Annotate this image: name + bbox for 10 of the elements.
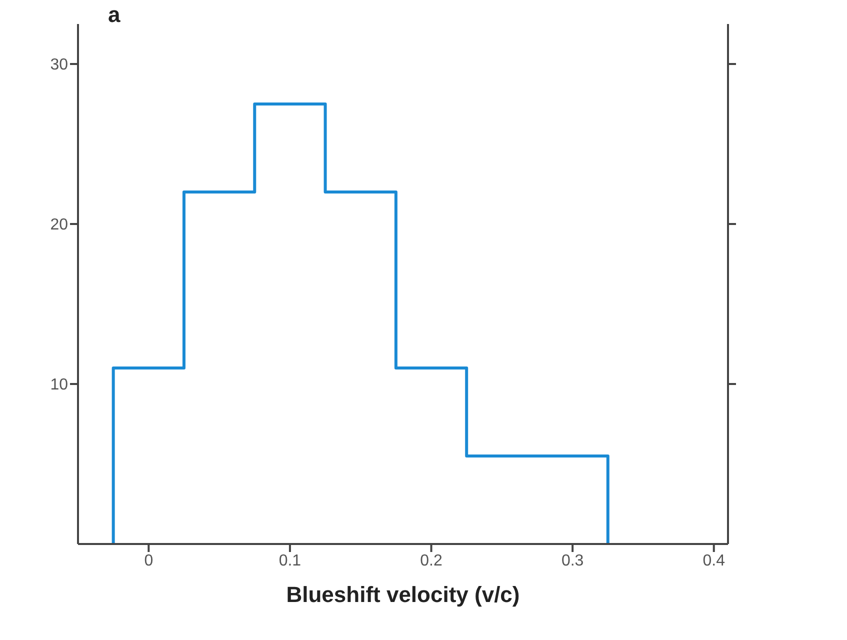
y-tick-label: 20 (50, 216, 68, 234)
y-tick-label: 30 (50, 56, 68, 74)
x-tick-label: 0.2 (420, 552, 442, 570)
x-tick-label: 0.4 (702, 552, 726, 570)
annotation: a (108, 2, 120, 28)
x-tick-label: 0 (144, 552, 154, 570)
x-tick-label: 0.1 (278, 552, 302, 570)
x-tick-label: 0.3 (561, 552, 584, 570)
y-tick-label: 10 (50, 376, 68, 394)
x-axis-title: Blueshift velocity (v/c) (286, 582, 520, 607)
